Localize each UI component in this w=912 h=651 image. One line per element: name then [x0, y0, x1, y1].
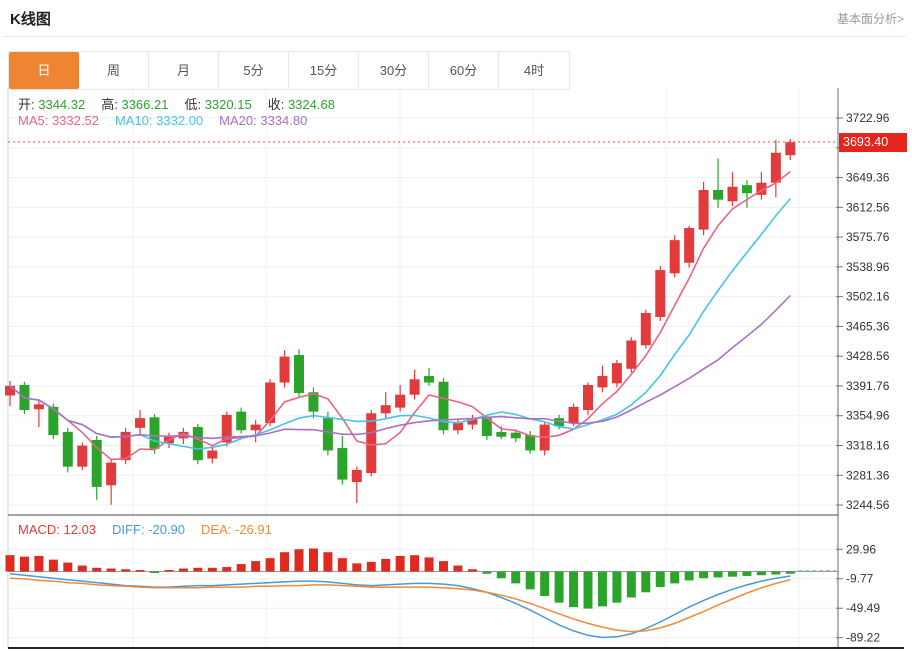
info-item: 高: 3366.21	[101, 97, 169, 112]
ohlc-info-row: 开: 3344.32 高: 3366.21 低: 3320.15 收: 3324.68	[18, 94, 351, 113]
tab-60min[interactable]: 60分	[429, 52, 499, 89]
info-item: MA20: 3334.80	[219, 113, 308, 128]
tab-15min[interactable]: 15分	[289, 52, 359, 89]
svg-text:3318.16: 3318.16	[846, 439, 890, 453]
tab-week[interactable]: 周	[79, 52, 149, 89]
info-item: DIFF: -20.90	[112, 522, 186, 537]
macd-info-row: MACD: 12.03 DIFF: -20.90 DEA: -26.91	[18, 522, 288, 537]
candlesticks	[5, 139, 796, 505]
svg-text:-9.77: -9.77	[846, 572, 874, 586]
svg-text:3281.36: 3281.36	[846, 468, 890, 482]
svg-text:3354.96: 3354.96	[846, 409, 890, 423]
tab-month[interactable]: 月	[149, 52, 219, 89]
tab-30min[interactable]: 30分	[359, 52, 429, 89]
svg-text:3391.76: 3391.76	[846, 379, 890, 393]
info-item: 收: 3324.68	[267, 97, 335, 112]
svg-text:3465.36: 3465.36	[846, 319, 890, 333]
current-price-label: 3693.40	[839, 133, 907, 152]
svg-text:-89.22: -89.22	[846, 631, 880, 645]
fundamental-analysis-link[interactable]: 基本面分析>	[836, 12, 904, 26]
ma20-line	[9, 294, 791, 440]
svg-text:3575.76: 3575.76	[846, 230, 890, 244]
svg-text:3428.56: 3428.56	[846, 349, 890, 363]
svg-text:3722.96: 3722.96	[846, 111, 890, 125]
ma5-line	[9, 170, 791, 461]
tab-5min[interactable]: 5分	[219, 52, 289, 89]
vertical-gridlines	[132, 88, 800, 648]
ma-info-row: MA5: 3332.52 MA10: 3332.00 MA20: 3334.80	[18, 113, 323, 128]
svg-text:3244.56: 3244.56	[846, 498, 890, 512]
price-axis: 3722.963686.163649.363612.563575.763538.…	[8, 111, 890, 512]
tab-4hour[interactable]: 4时	[499, 52, 569, 89]
svg-text:-49.49: -49.49	[846, 601, 880, 615]
info-item: DEA: -26.91	[201, 522, 272, 537]
svg-text:3502.16: 3502.16	[846, 290, 890, 304]
info-item: 开: 3344.32	[18, 97, 86, 112]
header-divider	[4, 36, 906, 37]
svg-text:29.96: 29.96	[846, 542, 876, 556]
page-title: K线图	[10, 11, 51, 28]
macd-histogram	[5, 548, 795, 609]
info-item: 低: 3320.15	[184, 97, 252, 112]
info-item: MA5: 3332.52	[18, 113, 99, 128]
svg-text:3649.36: 3649.36	[846, 171, 890, 185]
info-item: MACD: 12.03	[18, 522, 97, 537]
macd-axis: 29.96 -9.77 -49.49 -89.22	[8, 542, 880, 645]
svg-text:3538.96: 3538.96	[846, 260, 890, 274]
svg-text:3612.56: 3612.56	[846, 200, 890, 214]
diff-line	[9, 572, 791, 639]
tab-day[interactable]: 日	[9, 52, 79, 89]
dea-line	[9, 577, 791, 633]
info-item: MA10: 3332.00	[114, 113, 204, 128]
period-tabbar: 日周月 5分 15分 30分 60分 4时	[8, 51, 570, 90]
